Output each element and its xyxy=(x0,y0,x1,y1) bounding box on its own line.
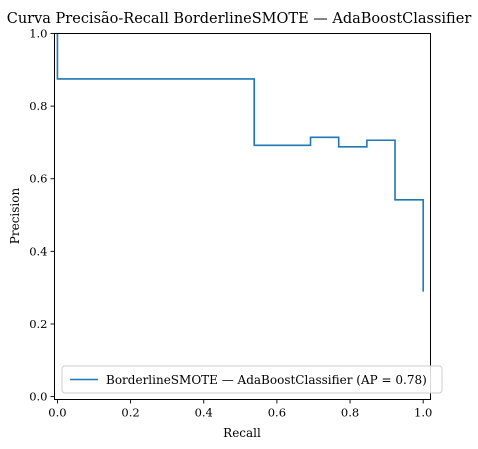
legend-box xyxy=(61,365,443,394)
legend: BorderlineSMOTE — AdaBoostClassifier (AP… xyxy=(61,365,443,394)
y-axis-label: Precision xyxy=(8,188,22,245)
x-tick-label: 0.2 xyxy=(121,406,139,420)
x-tick-label: 0.8 xyxy=(341,406,359,420)
x-tick-label: 0.4 xyxy=(195,406,213,420)
y-tick-label: 0.2 xyxy=(29,317,47,331)
x-axis-label: Recall xyxy=(223,426,261,440)
y-tick-label: 0.4 xyxy=(29,244,47,258)
chart-title: Curva Precisão-Recall BorderlineSMOTE — … xyxy=(7,11,472,27)
pr-curve-line xyxy=(56,33,424,292)
y-tick-label: 1.0 xyxy=(29,27,47,41)
y-tick-label: 0.6 xyxy=(29,172,47,186)
x-tick-label: 1.0 xyxy=(414,406,432,420)
y-tick-label: 0.0 xyxy=(29,390,47,404)
x-tick-label: 0.6 xyxy=(268,406,286,420)
plot-frame xyxy=(54,33,431,400)
y-tick-label: 0.8 xyxy=(29,99,47,113)
legend-entry: BorderlineSMOTE — AdaBoostClassifier (AP… xyxy=(106,373,427,387)
y-axis-ticks: 0.0 0.2 0.4 0.6 0.8 1.0 xyxy=(29,27,55,404)
x-tick-label: 0.0 xyxy=(48,406,66,420)
x-axis-ticks: 0.0 0.2 0.4 0.6 0.8 1.0 xyxy=(48,399,432,420)
